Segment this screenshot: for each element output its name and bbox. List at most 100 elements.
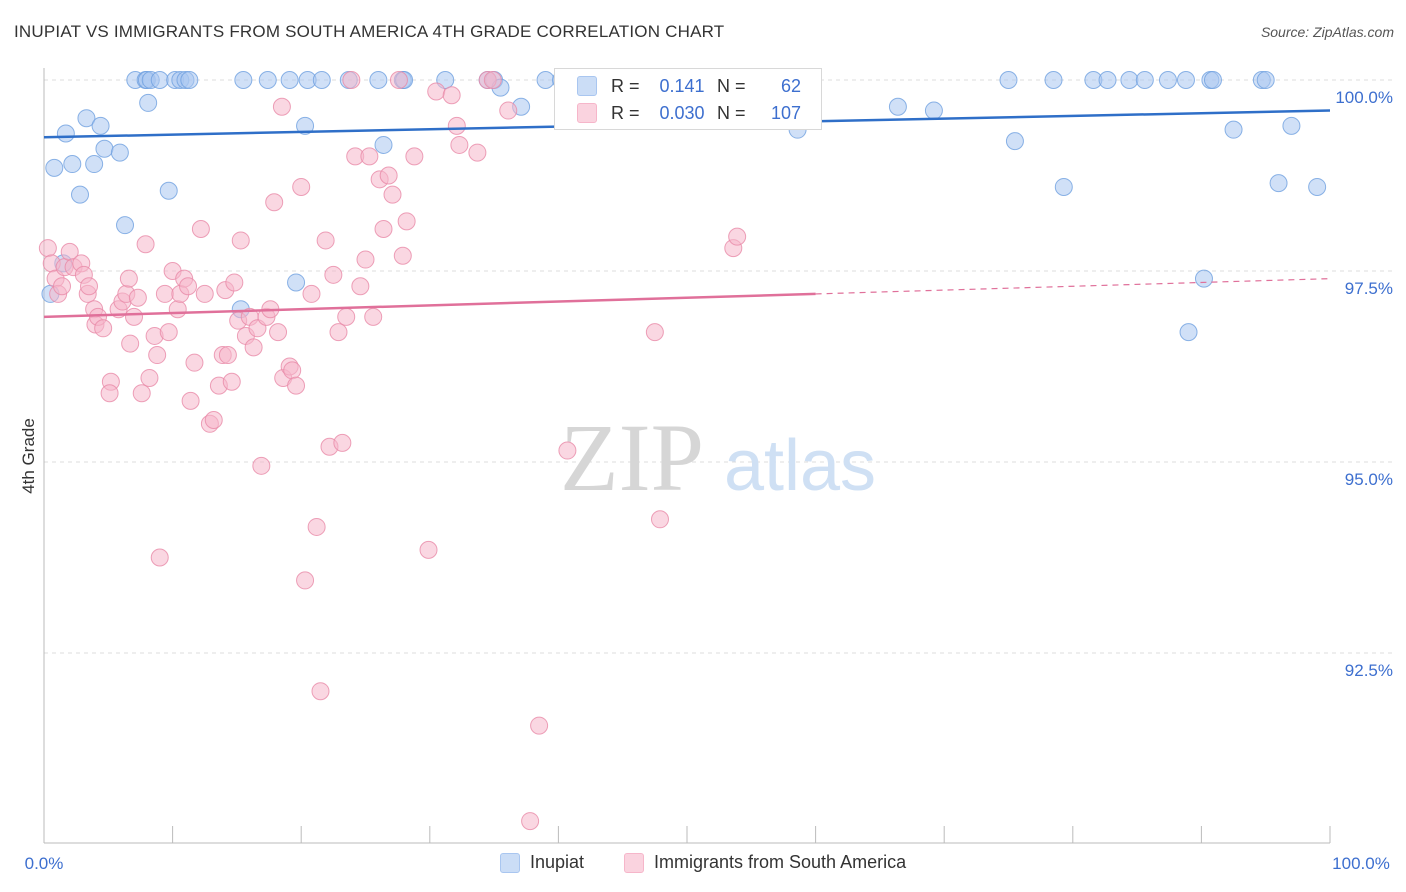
data-point-inupiat [1194,269,1213,288]
data-point-south-america [728,227,747,246]
trend-line-extension [815,278,1331,295]
data-point-inupiat [1282,116,1301,135]
points-layer [38,71,1327,831]
data-point-south-america [80,277,99,296]
data-point-south-america [302,284,321,303]
data-point-south-america [311,682,330,701]
data-point-inupiat [1176,71,1195,89]
data-point-south-america [265,193,284,212]
data-point-inupiat [71,185,90,204]
data-point-south-america [148,346,167,365]
data-point-south-america [168,300,187,319]
data-point-south-america [292,177,311,196]
data-point-south-america [427,82,446,101]
data-point-south-america [351,277,370,296]
data-point-south-america [179,277,198,296]
bottom-legend-swatch [500,852,520,873]
data-point-south-america [225,273,244,292]
data-point-south-america [450,135,469,154]
data-point-south-america [397,212,416,231]
data-point-south-america [244,338,263,357]
data-point-inupiat [1120,71,1139,89]
data-point-south-america [307,517,326,536]
data-point-south-america [393,246,412,265]
x-tick-label: 100.0% [1332,854,1390,873]
data-point-south-america [468,143,487,162]
bottom-legend-inupiat[interactable]: Inupiat [500,852,584,873]
data-point-south-america [128,288,147,307]
y-tick-label: 97.5% [1345,279,1393,298]
data-point-inupiat [63,155,82,174]
legend-r-value: 0.141 [659,75,705,96]
data-point-south-america [185,353,204,372]
data-point-inupiat [77,109,96,128]
data-point-south-america [316,231,335,250]
bottom-legend-south-america[interactable]: Immigrants from South America [624,852,906,873]
data-point-south-america [356,250,375,269]
data-point-inupiat [150,71,169,89]
legend-r-value: 0.030 [659,102,705,123]
data-point-south-america [252,456,271,475]
data-point-south-america [272,97,291,116]
data-point-inupiat [1224,120,1243,139]
legend-swatch-inupiat [577,76,597,96]
data-point-south-america [337,307,356,326]
data-point-south-america [447,116,466,135]
y-axis-label: 4th Grade [19,418,38,494]
data-point-inupiat [116,216,135,235]
data-point-inupiat [139,93,158,112]
data-point-south-america [374,219,393,238]
data-point-inupiat [1308,177,1327,196]
grid-layer [44,79,1392,654]
data-point-south-america [132,384,151,403]
data-point-south-america [419,540,438,559]
data-point-south-america [650,510,669,529]
data-point-south-america [360,147,379,166]
watermark-zip: ZIP [560,404,704,511]
data-point-inupiat [1044,71,1063,89]
data-point-inupiat [56,124,75,143]
data-point-south-america [38,239,57,258]
data-point-south-america [136,235,155,254]
legend-n-value: 62 [780,75,801,96]
legend-swatch-south-america [577,103,597,123]
labels-layer: 100.0% 97.5% 95.0% 92.5% 0.0% 100.0% 4th Grade [19,88,1393,873]
bottom-legend: Inupiat Immigrants from South America [0,852,1406,878]
axes-layer [43,68,1331,844]
data-point-south-america [159,323,178,342]
data-point-south-america [231,231,250,250]
data-point-inupiat [536,71,555,89]
data-point-south-america [53,277,72,296]
data-point-south-america [181,391,200,410]
bottom-legend-label: Immigrants from South America [654,852,907,872]
data-point-south-america [342,71,361,89]
watermark: ZIP atlas [560,404,876,511]
data-point-inupiat [258,71,277,89]
data-point-inupiat [1203,71,1222,89]
data-point-south-america [191,219,210,238]
x-tick-label: 0.0% [25,854,64,873]
data-point-south-america [296,571,315,590]
data-point-inupiat [369,71,388,89]
data-point-inupiat [312,71,331,89]
bottom-legend-label: Inupiat [530,852,585,872]
data-point-inupiat [95,139,114,158]
data-point-south-america [389,71,408,89]
data-point-south-america [283,361,302,380]
legend-r-label: R = [611,75,640,96]
legend-n-label: N = [717,75,746,96]
source-label: Source: ZipAtlas.com [1260,24,1394,40]
legend-r-label: R = [611,102,640,123]
trend-line-south-america [43,292,816,319]
data-point-inupiat [1179,323,1198,342]
data-point-south-america [364,307,383,326]
data-point-south-america [499,101,518,120]
data-point-inupiat [287,273,306,292]
data-point-inupiat [159,181,178,200]
data-point-south-america [333,433,352,452]
data-point-inupiat [85,155,104,174]
data-point-inupiat [1135,71,1154,89]
data-point-south-america [645,323,664,342]
data-point-south-america [155,284,174,303]
data-point-south-america [483,71,502,89]
